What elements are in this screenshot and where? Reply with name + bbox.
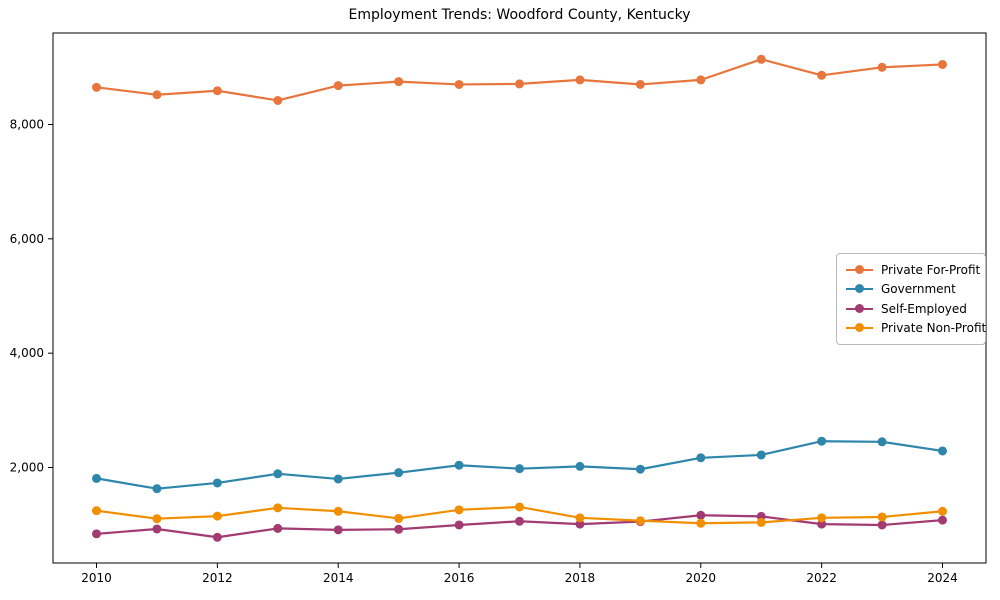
data-point-private-for-profit [575,75,585,85]
legend-swatch-icon [846,303,873,314]
legend-entry: Private Non-Profit [846,319,986,337]
data-point-government [515,464,524,474]
data-point-private-for-profit [92,82,102,92]
data-point-government [877,437,887,447]
data-point-private-non-profit [333,506,343,516]
x-tick-label: 2020 [686,571,717,585]
data-point-private-non-profit [696,518,706,528]
data-point-private-non-profit [937,506,947,516]
data-point-private-non-profit [454,505,464,515]
legend-label: Private For-Profit [881,263,981,277]
x-tick-label: 2016 [444,571,475,585]
data-point-government [333,474,343,484]
y-tick-label: 8,000 [10,117,44,131]
legend-label: Self-Employed [881,301,967,316]
data-point-self-employed [333,525,343,535]
data-point-private-for-profit [273,95,283,105]
legend-entry: Self-Employed [846,300,976,318]
data-point-private-for-profit [877,62,887,72]
data-point-government [937,446,947,456]
data-point-self-employed [877,520,887,530]
x-tick-label: 2014 [323,571,354,585]
legend-swatch-icon [846,265,873,275]
data-point-government [152,484,162,494]
data-point-government [817,436,827,446]
data-point-private-non-profit [756,517,766,527]
data-point-private-for-profit [817,70,827,80]
data-point-self-employed [696,510,706,520]
data-point-private-non-profit [92,506,102,516]
x-tick-label: 2012 [202,571,233,585]
data-point-government [575,461,585,471]
legend-label: Government [881,282,956,297]
data-point-government [92,473,102,483]
data-point-private-non-profit [273,503,283,513]
legend: Private For-Profit Government Self-Employe… [836,253,986,345]
legend-swatch-icon [846,284,873,294]
data-point-private-non-profit [817,513,827,523]
legend-entry: Private For-Profit [846,261,980,279]
data-point-self-employed [273,523,283,533]
data-point-private-for-profit [454,79,464,89]
chart-title: Employment Trends: Woodford County, Kent… [348,7,691,23]
data-point-self-employed [937,515,947,525]
data-point-private-for-profit [333,81,343,91]
data-point-private-for-profit [394,77,404,87]
data-point-government [394,468,404,478]
data-point-private-for-profit [937,59,947,69]
data-point-self-employed [454,520,464,530]
data-point-private-non-profit [877,512,887,522]
data-point-private-non-profit [394,513,404,523]
x-tick-label: 2018 [565,571,596,585]
data-point-self-employed [152,524,162,534]
x-tick-label: 2010 [81,571,112,585]
legend-swatch-icon [846,322,873,333]
data-point-government [212,478,222,488]
data-point-private-for-profit [152,90,162,100]
data-point-private-for-profit [515,79,524,89]
data-point-self-employed [575,519,585,529]
data-point-self-employed [817,519,827,529]
data-point-government [635,464,645,474]
data-point-private-non-profit [212,511,222,521]
data-point-private-non-profit [515,502,524,512]
axes-box [52,32,987,564]
data-point-government [696,453,706,463]
data-point-private-for-profit [756,54,766,64]
legend-label: Private Non-Profit [881,320,987,335]
y-tick-label: 2,000 [10,461,44,475]
data-point-government [454,460,464,470]
data-point-government [273,469,283,479]
y-tick-label: 6,000 [10,232,44,246]
data-point-private-for-profit [696,75,706,85]
data-point-private-for-profit [635,79,645,89]
data-point-self-employed [394,524,404,534]
data-point-private-non-profit [575,513,585,523]
data-point-government [756,450,766,460]
data-point-private-for-profit [212,86,222,96]
y-tick-label: 4,000 [10,346,44,360]
legend-entry: Government [846,280,976,298]
data-point-self-employed [515,516,524,526]
data-point-private-non-profit [152,514,162,524]
data-point-self-employed [92,529,102,539]
x-tick-label: 2022 [806,571,837,585]
data-point-private-non-profit [635,516,645,526]
data-point-self-employed [212,532,222,542]
x-tick-label: 2024 [927,571,958,585]
